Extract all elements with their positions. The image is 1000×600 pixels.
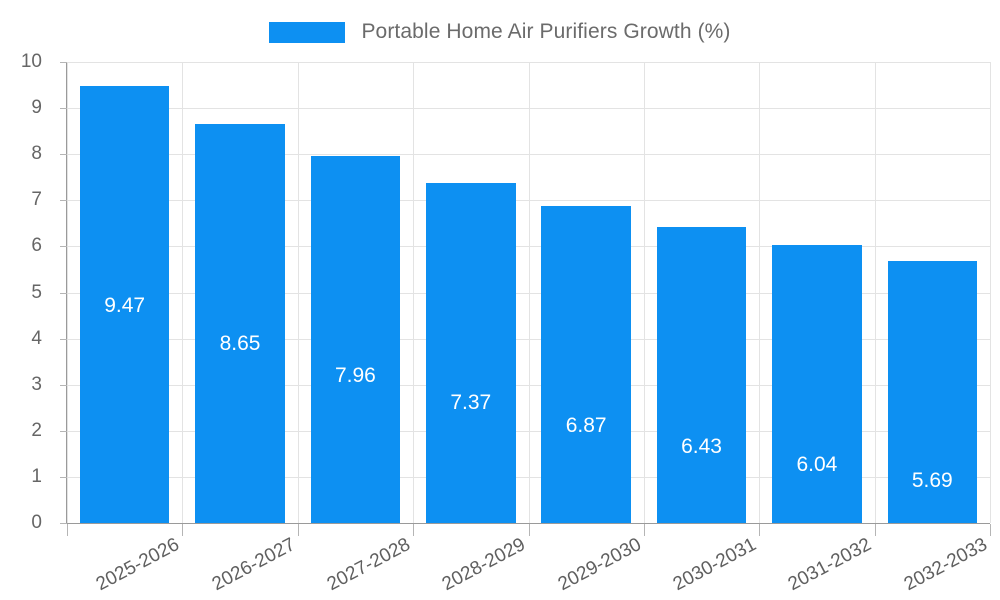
y-tick-label: 1 [31,465,42,487]
x-tick-mark [529,524,530,536]
gridline-horizontal [67,62,990,63]
y-tick-mark [60,338,67,340]
gridline-horizontal [67,384,990,386]
y-tick-mark [60,384,67,386]
gridline-vertical [759,62,760,523]
y-tick-mark [60,154,67,156]
plot-area: 0 1 2 3 4 5 6 7 8 9 10 9.47 8.65 7.96 7.37 6.87 6.43 6.0… [21,51,991,536]
y-tick-label: 3 [31,373,42,395]
x-tick-mark [67,524,68,536]
x-tick-label: 2027-2028 [323,534,414,596]
y-tick-mark [60,246,67,248]
y-tick-label: 8 [31,143,42,165]
chart-legend[interactable]: Portable Home Air Purifiers Growth (%) [0,12,1000,52]
x-tick-mark [413,524,414,536]
y-tick-label: 2 [31,419,42,441]
x-tick-mark [990,524,991,536]
y-tick-label: 4 [31,327,42,349]
bar-value-label: 9.47 [104,294,146,318]
gridline-vertical [182,62,183,523]
gridline-vertical [644,62,645,523]
bar-value-label: 6.04 [796,452,838,476]
y-tick-mark [60,292,67,294]
x-tick-label: 2031-2032 [785,534,876,596]
gridline-horizontal [67,108,990,110]
bar[interactable] [541,206,631,523]
gridline-horizontal [67,338,990,340]
bar-value-label: 6.87 [565,414,607,438]
legend-series-label[interactable]: Portable Home Air Purifiers Growth (%) [361,20,731,43]
gridline-horizontal [67,200,990,202]
gridline-horizontal [67,292,990,294]
bar-value-label: 5.69 [911,468,953,492]
gridline-vertical [298,62,299,523]
x-tick-mark [182,524,183,536]
y-tick-mark [60,108,67,110]
gridline-vertical [990,62,991,523]
bar-value-label: 7.37 [450,391,492,415]
x-tick-label: 2030-2031 [669,534,760,596]
bar[interactable] [79,86,170,523]
y-tick-label: 9 [31,97,42,119]
y-tick-mark [60,523,67,524]
gridline-horizontal [67,154,990,156]
y-tick-label: 6 [31,235,42,257]
bar[interactable] [887,260,977,523]
bar[interactable] [310,156,401,523]
x-tick-label: 2028-2029 [439,534,530,596]
y-tick-mark [60,430,67,432]
x-tick-mark [875,524,876,536]
bar-value-label: 8.65 [219,332,261,356]
gridline-vertical [529,62,530,523]
x-tick-mark [644,524,645,536]
bar-value-label: 6.43 [681,434,722,458]
y-tick-mark [60,62,67,63]
x-tick-label: 2026-2027 [208,534,299,596]
bar[interactable] [772,244,862,523]
x-axis-line [66,523,990,524]
bar-value-label: 7.96 [334,364,376,388]
gridline-horizontal [67,246,990,248]
x-tick-mark [759,524,760,536]
gridline-vertical [413,62,414,523]
y-tick-mark [60,200,67,202]
gridline-vertical [67,62,68,523]
x-axis-labels: 2025-2026 2026-2027 2027-2028 2028-2029 2029… [67,534,991,600]
y-tick-mark [60,476,67,478]
bar[interactable] [426,183,516,523]
gridline-horizontal [67,430,990,432]
x-tick-label: 2025-2026 [92,534,183,596]
y-tick-label: 10 [20,51,42,72]
y-tick-label: 7 [31,189,42,211]
gridline-vertical [875,62,876,523]
bar[interactable] [656,226,747,523]
bar[interactable] [195,124,285,523]
y-tick-label: 0 [31,512,42,533]
x-tick-label: 2029-2030 [554,534,645,596]
x-tick-label: 2032-2033 [900,534,991,596]
legend-color-swatch[interactable] [269,21,346,43]
x-tick-mark [298,524,299,536]
y-tick-label: 5 [31,281,42,303]
gridline-horizontal [67,476,990,478]
